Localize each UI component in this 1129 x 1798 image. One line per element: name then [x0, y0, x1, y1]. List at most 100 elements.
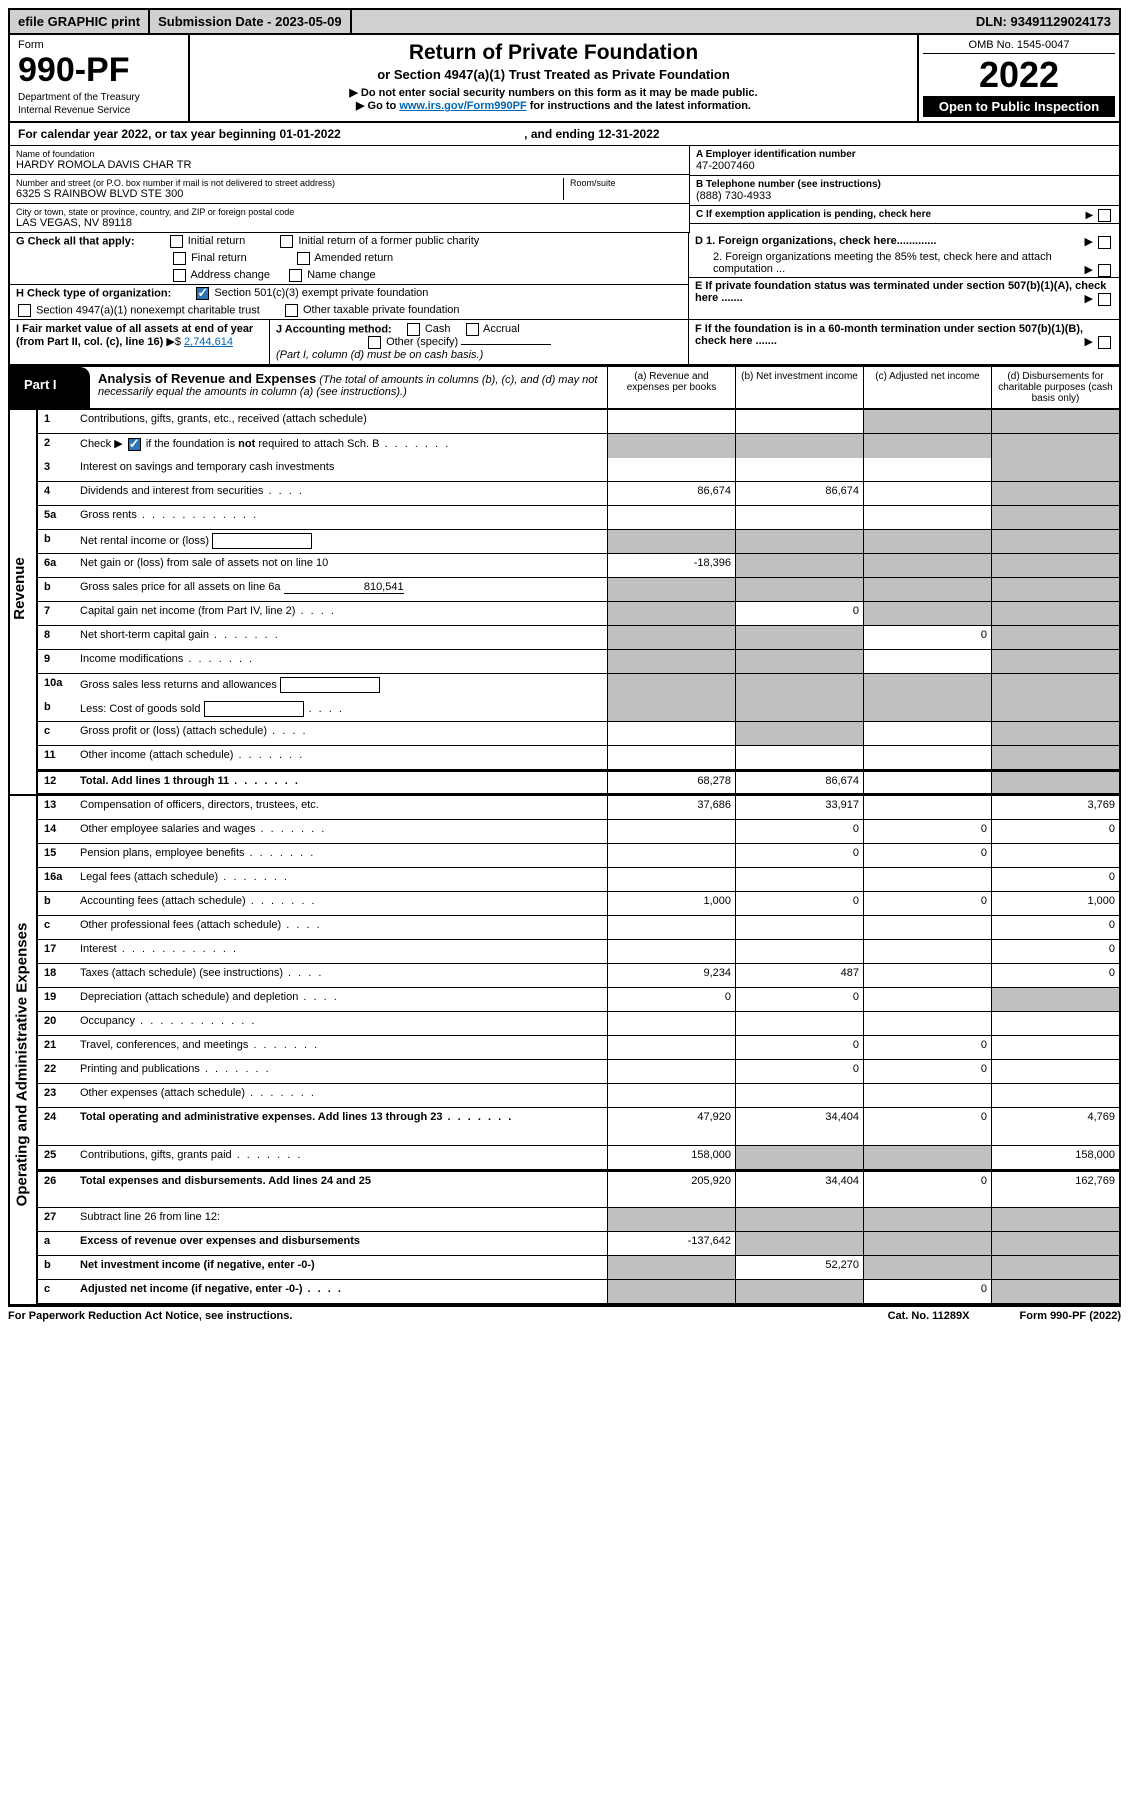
amended-return-checkbox[interactable]: [297, 252, 310, 265]
other-taxable-checkbox[interactable]: [285, 304, 298, 317]
amount-cell: [607, 698, 735, 721]
inline-value-box: [280, 677, 380, 693]
table-row: 27Subtract line 26 from line 12:: [38, 1208, 1119, 1232]
amount-cell: [991, 434, 1119, 458]
table-row: 3Interest on savings and temporary cash …: [38, 458, 1119, 482]
table-row: bNet rental income or (loss): [38, 530, 1119, 554]
501c3-checkbox[interactable]: [196, 287, 209, 300]
address-change-checkbox[interactable]: [173, 269, 186, 282]
amount-cell: 33,917: [735, 796, 863, 819]
amount-cell: -137,642: [607, 1232, 735, 1255]
line-number: 12: [38, 772, 78, 793]
top-bar: efile GRAPHIC print Submission Date - 20…: [8, 8, 1121, 35]
line-description: Subtract line 26 from line 12:: [78, 1208, 607, 1231]
line-description: Travel, conferences, and meetings: [78, 1036, 607, 1059]
c-checkbox[interactable]: [1098, 209, 1111, 222]
table-row: 10aGross sales less returns and allowanc…: [38, 674, 1119, 698]
name-change-checkbox[interactable]: [289, 269, 302, 282]
final-return-checkbox[interactable]: [173, 252, 186, 265]
amount-cell: [991, 506, 1119, 529]
amount-cell: 34,404: [735, 1172, 863, 1207]
street-address: 6325 S RAINBOW BLVD STE 300: [16, 188, 563, 200]
line-description: Other income (attach schedule): [78, 746, 607, 769]
calendar-year-row: For calendar year 2022, or tax year begi…: [8, 123, 1121, 146]
amount-cell: [863, 1084, 991, 1107]
amount-cell: [607, 868, 735, 891]
4947-checkbox[interactable]: [18, 304, 31, 317]
sch-b-checkbox[interactable]: [128, 438, 141, 451]
line-number: 2: [38, 434, 78, 458]
d1-checkbox[interactable]: [1098, 236, 1111, 249]
table-row: aExcess of revenue over expenses and dis…: [38, 1232, 1119, 1256]
table-row: bNet investment income (if negative, ent…: [38, 1256, 1119, 1280]
amount-cell: 0: [735, 988, 863, 1011]
line-description: Depreciation (attach schedule) and deple…: [78, 988, 607, 1011]
amount-cell: [735, 410, 863, 433]
line-number: a: [38, 1232, 78, 1255]
expenses-side-label: Operating and Administrative Expenses: [10, 796, 38, 1304]
fmv-value-link[interactable]: 2,744,614: [184, 336, 233, 348]
amount-cell: 0: [991, 820, 1119, 843]
amount-cell: [607, 1012, 735, 1035]
line-description: Less: Cost of goods sold: [78, 698, 607, 721]
catalog-number: Cat. No. 11289X: [888, 1310, 970, 1322]
amount-cell: 0: [863, 1036, 991, 1059]
line-description: Other professional fees (attach schedule…: [78, 916, 607, 939]
line-description: Check ▶ if the foundation is not require…: [78, 434, 607, 458]
amount-cell: [863, 796, 991, 819]
form-ref: Form 990-PF (2022): [1020, 1310, 1122, 1322]
part1-title: Analysis of Revenue and Expenses (The to…: [90, 367, 607, 408]
amount-cell: [863, 868, 991, 891]
irs-label: Internal Revenue Service: [18, 105, 180, 116]
line-number: 9: [38, 650, 78, 673]
line-number: 10a: [38, 674, 78, 698]
other-method-checkbox[interactable]: [368, 336, 381, 349]
accrual-checkbox[interactable]: [466, 323, 479, 336]
amount-cell: 0: [735, 820, 863, 843]
part1-header: Part I Analysis of Revenue and Expenses …: [8, 365, 1121, 410]
amount-cell: [863, 1232, 991, 1255]
line-description: Legal fees (attach schedule): [78, 868, 607, 891]
amount-cell: [607, 458, 735, 481]
form-number-block: Form 990-PF Department of the Treasury I…: [10, 35, 190, 121]
amount-cell: [735, 1208, 863, 1231]
amount-cell: 162,769: [991, 1172, 1119, 1207]
e-checkbox[interactable]: [1098, 293, 1111, 306]
city-state-cell: City or town, state or province, country…: [10, 204, 689, 233]
amount-cell: [607, 506, 735, 529]
table-row: 20Occupancy: [38, 1012, 1119, 1036]
amount-cell: [735, 674, 863, 698]
amount-cell: [863, 458, 991, 481]
initial-former-checkbox[interactable]: [280, 235, 293, 248]
page-footer: For Paperwork Reduction Act Notice, see …: [8, 1306, 1121, 1325]
amount-cell: 4,769: [991, 1108, 1119, 1145]
line-description: Capital gain net income (from Part IV, l…: [78, 602, 607, 625]
irs-link[interactable]: www.irs.gov/Form990PF: [399, 100, 526, 112]
initial-return-checkbox[interactable]: [170, 235, 183, 248]
amount-cell: [735, 1012, 863, 1035]
table-row: 12Total. Add lines 1 through 1168,27886,…: [38, 770, 1119, 794]
efile-label: efile GRAPHIC print: [10, 10, 150, 33]
amount-cell: [607, 722, 735, 745]
amount-cell: [735, 868, 863, 891]
line-number: 17: [38, 940, 78, 963]
revenue-section: Revenue 1Contributions, gifts, grants, e…: [8, 410, 1121, 796]
amount-cell: [863, 940, 991, 963]
line-description: Other employee salaries and wages: [78, 820, 607, 843]
amount-cell: [991, 1036, 1119, 1059]
inline-value-box: [204, 701, 304, 717]
amount-cell: [863, 506, 991, 529]
f-checkbox[interactable]: [1098, 336, 1111, 349]
line-number: 25: [38, 1146, 78, 1169]
amount-cell: [607, 602, 735, 625]
amount-cell: 0: [991, 868, 1119, 891]
paperwork-notice: For Paperwork Reduction Act Notice, see …: [8, 1310, 292, 1322]
ein-value: 47-2007460: [696, 160, 1113, 172]
line-number: 11: [38, 746, 78, 769]
amount-cell: [991, 1280, 1119, 1303]
amount-cell: [863, 722, 991, 745]
cash-checkbox[interactable]: [407, 323, 420, 336]
d2-checkbox[interactable]: [1098, 264, 1111, 277]
amount-cell: [863, 482, 991, 505]
amount-cell: [863, 1208, 991, 1231]
